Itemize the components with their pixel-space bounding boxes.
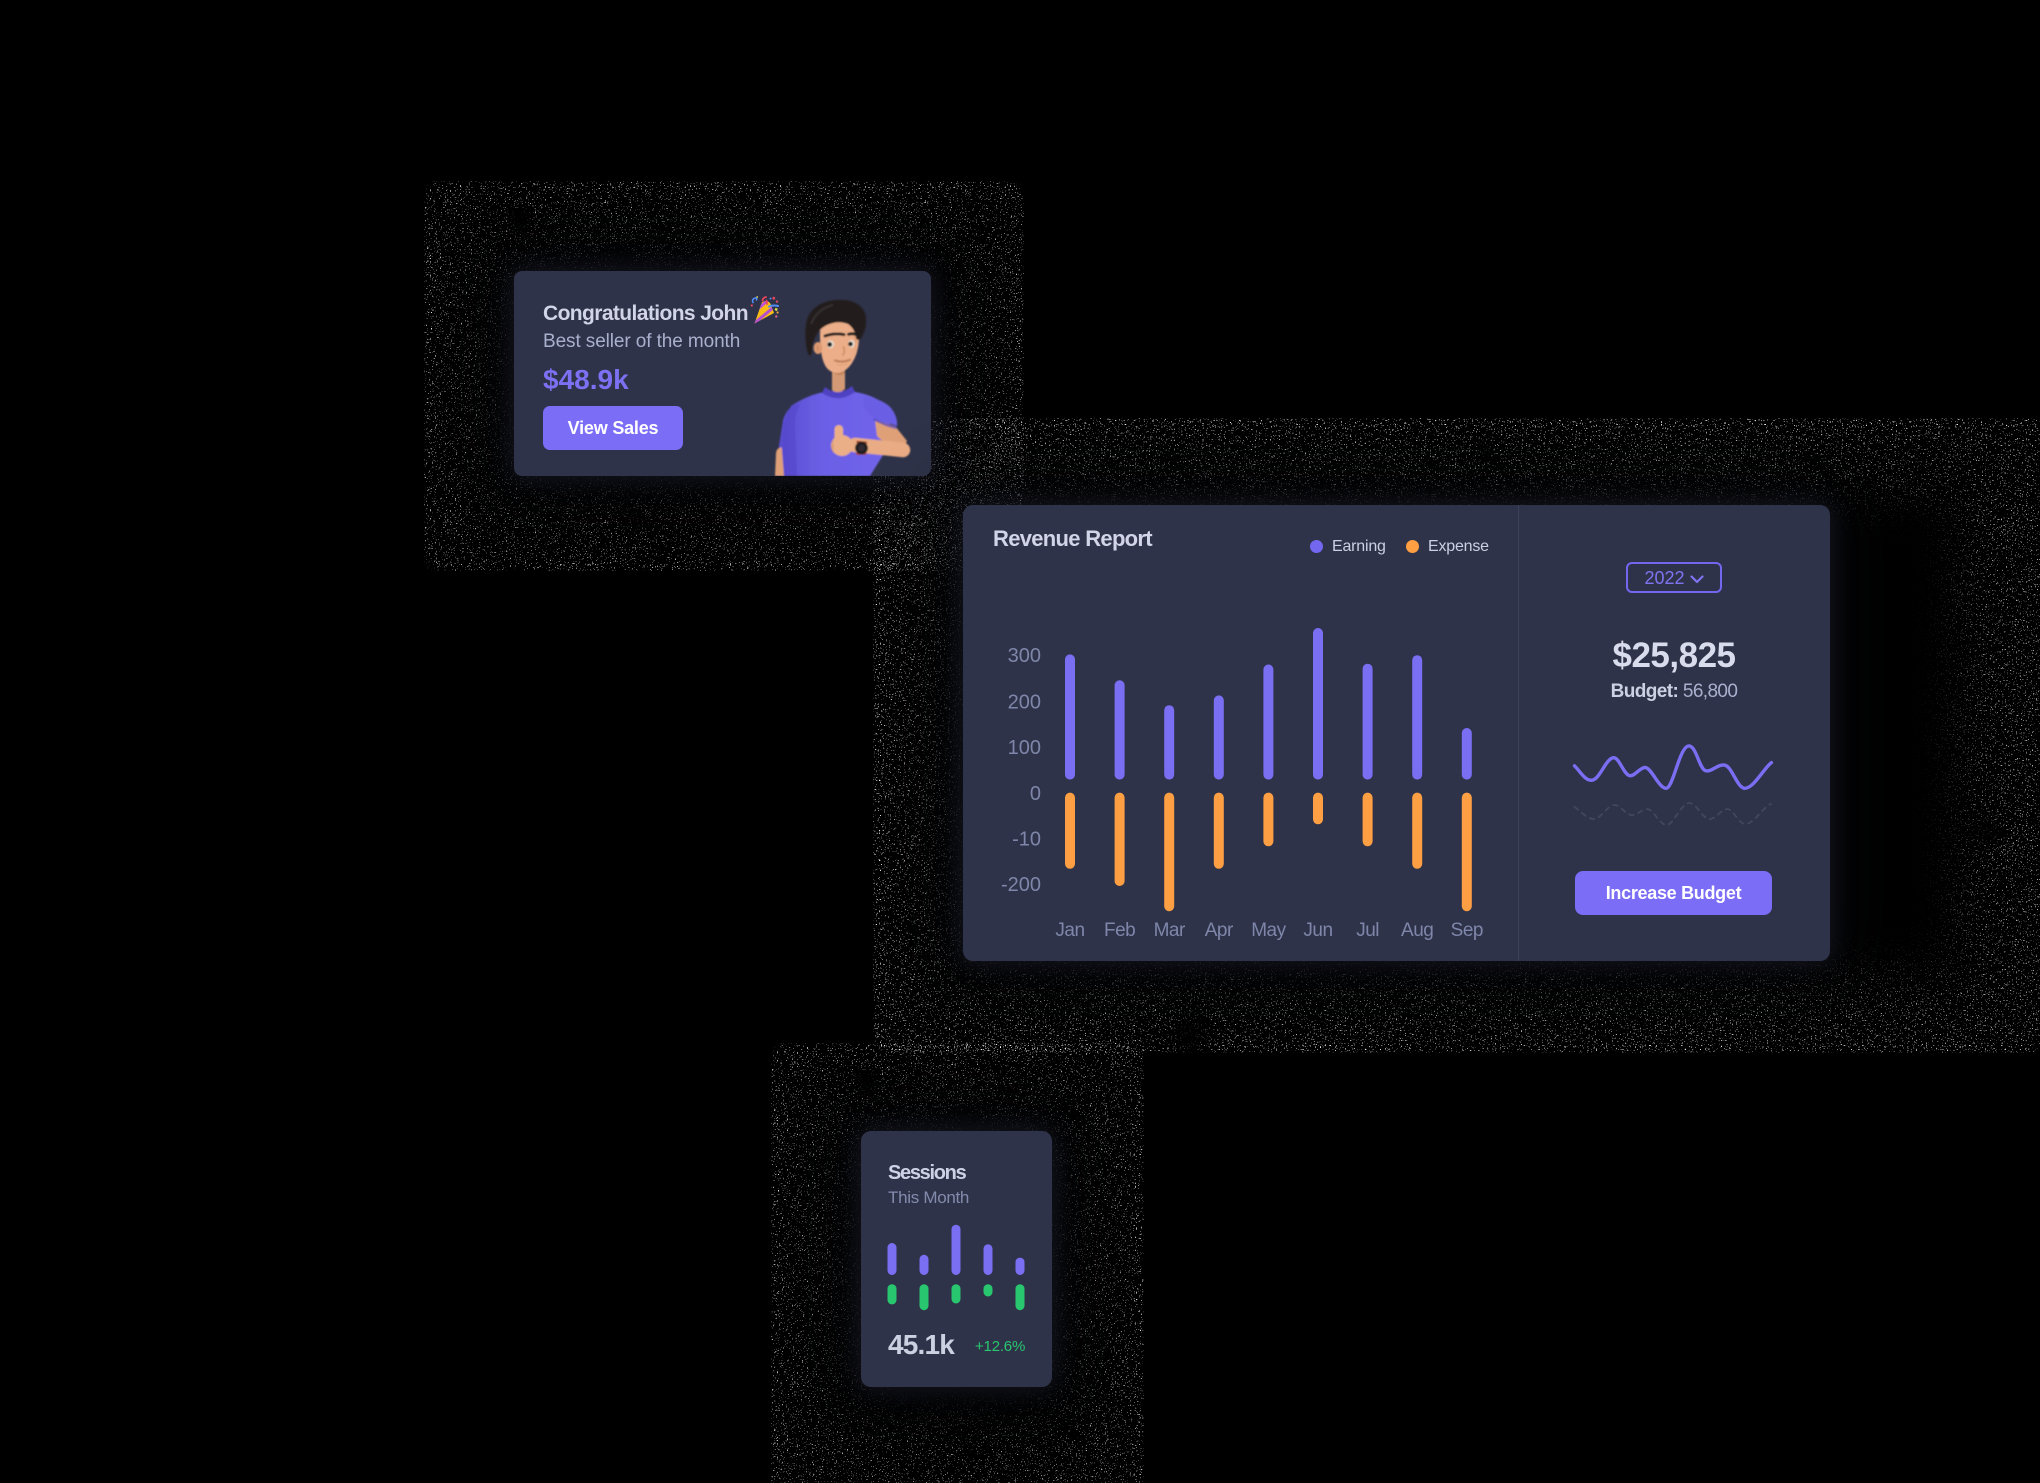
svg-text:Jan: Jan	[1055, 920, 1084, 941]
svg-text:Mar: Mar	[1154, 920, 1186, 941]
svg-text:Jun: Jun	[1303, 920, 1332, 941]
svg-text:Jul: Jul	[1356, 920, 1379, 941]
svg-text:Feb: Feb	[1104, 920, 1135, 941]
svg-text:300: 300	[1008, 645, 1041, 667]
svg-text:Apr: Apr	[1205, 920, 1234, 941]
svg-text:Sep: Sep	[1451, 920, 1483, 941]
svg-text:200: 200	[1008, 692, 1041, 714]
svg-text:May: May	[1251, 920, 1286, 941]
svg-text:-200: -200	[1001, 874, 1041, 896]
svg-text:-10: -10	[1012, 829, 1041, 851]
svg-text:100: 100	[1008, 737, 1041, 759]
svg-text:Aug: Aug	[1401, 920, 1433, 941]
svg-text:0: 0	[1030, 783, 1041, 805]
